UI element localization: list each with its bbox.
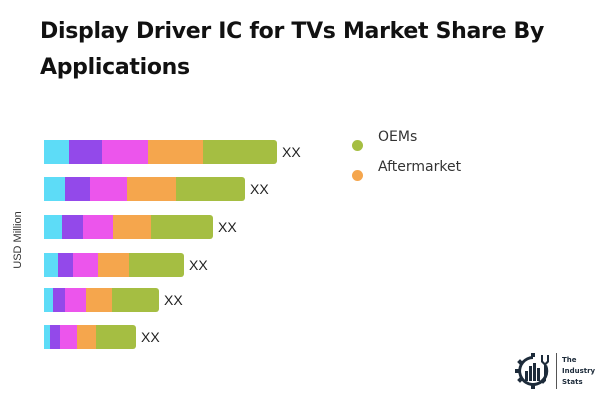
bar-value-label: XX bbox=[218, 219, 237, 235]
bar-segment[interactable] bbox=[44, 288, 53, 312]
bar-segment[interactable] bbox=[58, 253, 73, 277]
bar-segment[interactable] bbox=[69, 140, 102, 164]
bar-value-label: XX bbox=[189, 257, 208, 273]
legend-item-aftermarket[interactable]: Aftermarket bbox=[352, 158, 461, 188]
bar-segment[interactable] bbox=[96, 325, 136, 349]
bar-segment[interactable] bbox=[129, 253, 184, 277]
logo-text-line: The bbox=[562, 355, 577, 364]
bar-value-label: XX bbox=[141, 329, 160, 345]
bar-segment[interactable] bbox=[176, 177, 245, 201]
bar-segment[interactable] bbox=[53, 288, 65, 312]
legend-label: OEMs bbox=[378, 129, 418, 145]
stacked-bar[interactable] bbox=[44, 215, 213, 239]
bar-row: XX bbox=[44, 177, 269, 201]
stacked-bar[interactable] bbox=[44, 288, 159, 312]
bar-segment[interactable] bbox=[98, 253, 129, 277]
bar-segment[interactable] bbox=[60, 325, 77, 349]
bar-segment[interactable] bbox=[127, 177, 176, 201]
bar-row: XX bbox=[44, 288, 183, 312]
bar-segment[interactable] bbox=[203, 140, 277, 164]
bar-segment[interactable] bbox=[73, 253, 98, 277]
bar-segment[interactable] bbox=[62, 215, 83, 239]
legend-label: Aftermarket bbox=[378, 159, 462, 175]
bar-segment[interactable] bbox=[77, 325, 96, 349]
the-industry-stats-logo: The Industry Stats bbox=[513, 351, 595, 391]
bar-value-label: XX bbox=[282, 144, 301, 160]
bar-segment[interactable] bbox=[90, 177, 127, 201]
stacked-bar[interactable] bbox=[44, 325, 136, 349]
y-axis-label: USD Million bbox=[12, 211, 24, 269]
bar-segment[interactable] bbox=[44, 325, 50, 349]
bar-row: XX bbox=[44, 215, 237, 239]
bar-row: XX bbox=[44, 253, 208, 277]
bar-segment[interactable] bbox=[83, 215, 113, 239]
logo-text: The Industry Stats bbox=[562, 355, 595, 388]
legend-item-oems[interactable]: OEMs bbox=[352, 128, 461, 158]
bar-segment[interactable] bbox=[113, 215, 151, 239]
stacked-bar[interactable] bbox=[44, 177, 245, 201]
gear-wrench-chart-icon bbox=[515, 353, 549, 389]
bar-value-label: XX bbox=[164, 292, 183, 308]
bar-segment[interactable] bbox=[44, 253, 58, 277]
bar-segment[interactable] bbox=[50, 325, 60, 349]
bar-value-label: XX bbox=[250, 181, 269, 197]
logo-text-line: Industry bbox=[562, 366, 596, 375]
legend: OEMs Aftermarket bbox=[352, 128, 461, 188]
bar-segment[interactable] bbox=[44, 177, 65, 201]
legend-dot-icon bbox=[352, 140, 363, 151]
bar-segment[interactable] bbox=[151, 215, 213, 239]
legend-dot-icon bbox=[352, 170, 363, 181]
bar-segment[interactable] bbox=[112, 288, 159, 312]
bar-segment[interactable] bbox=[44, 215, 62, 239]
chart-title: Display Driver IC for TVs Market Share B… bbox=[40, 19, 545, 80]
bar-segment[interactable] bbox=[86, 288, 112, 312]
bar-segment[interactable] bbox=[65, 288, 86, 312]
stacked-bar[interactable] bbox=[44, 253, 184, 277]
stacked-bar[interactable] bbox=[44, 140, 277, 164]
bar-segment[interactable] bbox=[148, 140, 203, 164]
logo-text-line: Stats bbox=[562, 377, 583, 386]
bar-segment[interactable] bbox=[102, 140, 148, 164]
bar-row: XX bbox=[44, 140, 301, 164]
bar-segment[interactable] bbox=[65, 177, 90, 201]
bar-segment[interactable] bbox=[44, 140, 69, 164]
bar-row: XX bbox=[44, 325, 160, 349]
logo-divider bbox=[556, 353, 557, 389]
